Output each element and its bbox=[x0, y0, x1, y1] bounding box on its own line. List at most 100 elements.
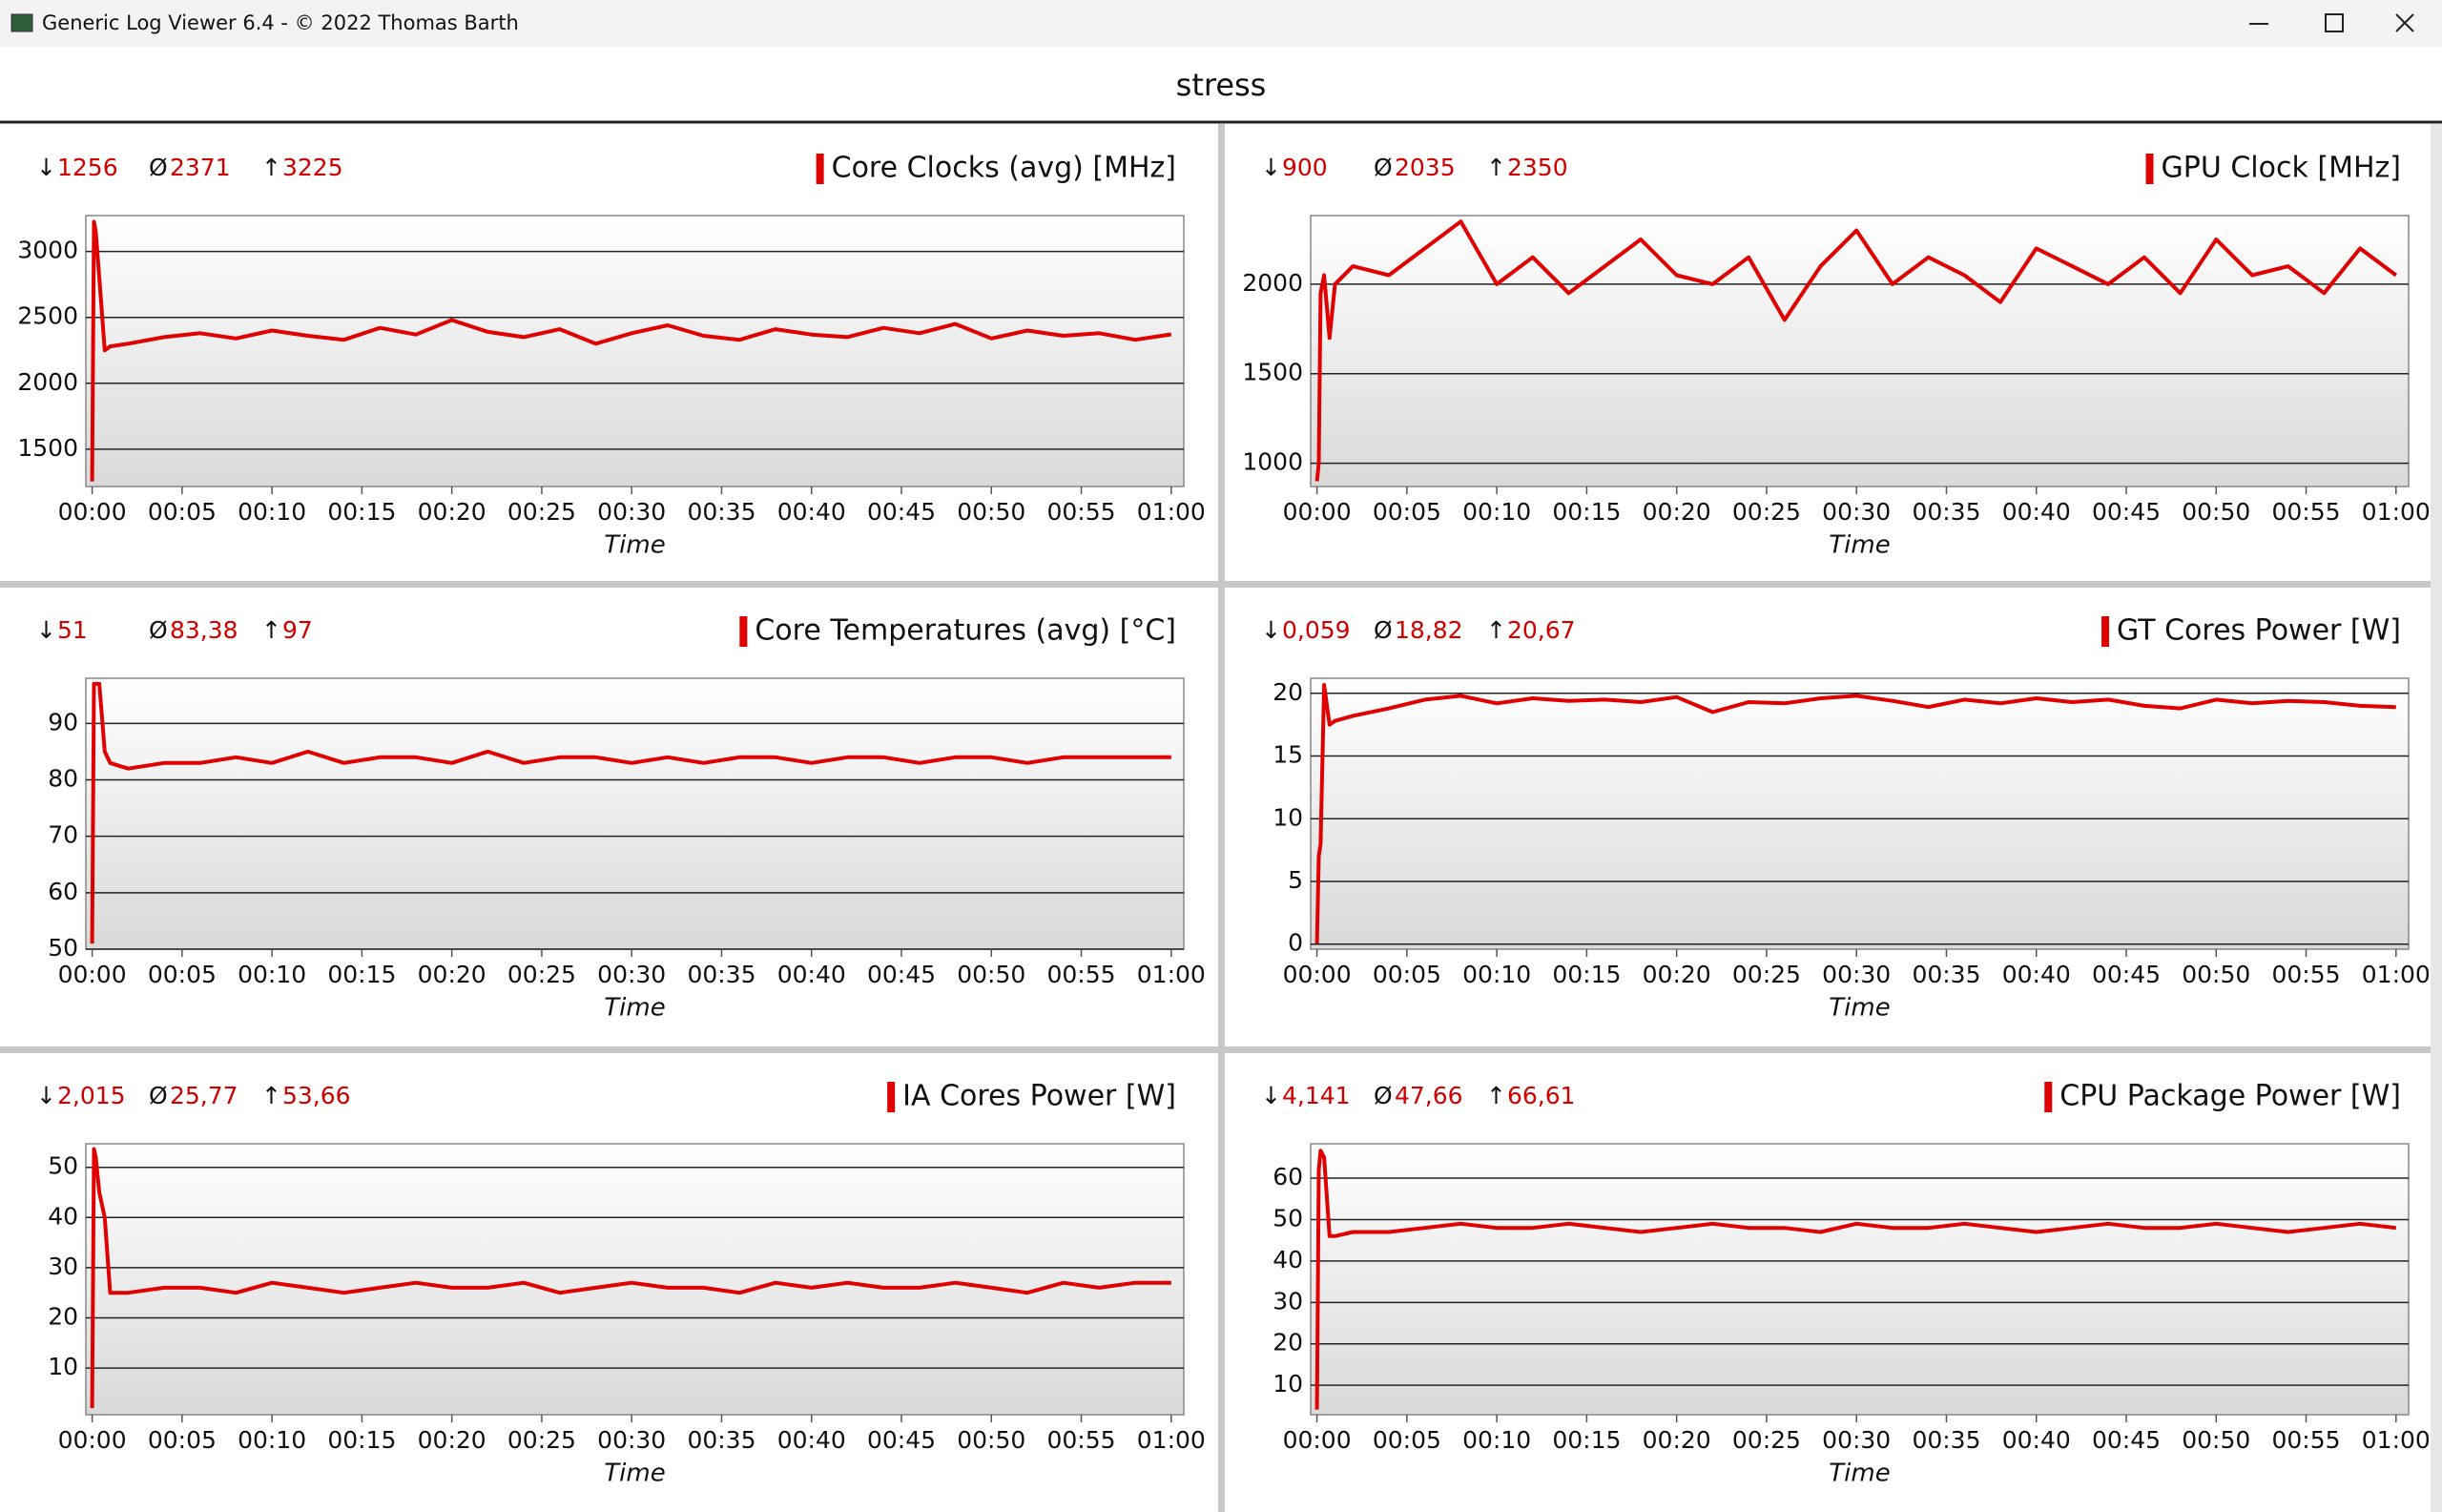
x-tick-label: 00:50 bbox=[957, 961, 1025, 988]
x-tick-label: 00:50 bbox=[2182, 961, 2250, 988]
x-tick-label: 00:05 bbox=[148, 961, 217, 988]
x-tick-label: 00:55 bbox=[1047, 1426, 1116, 1454]
x-tick-label: 01:00 bbox=[2362, 961, 2431, 988]
x-tick-label: 00:20 bbox=[1643, 498, 1711, 526]
data-line bbox=[1314, 683, 2396, 944]
x-tick-label: 00:45 bbox=[2092, 498, 2161, 526]
x-tick-label: 00:30 bbox=[1822, 961, 1891, 988]
close-button[interactable] bbox=[2395, 13, 2414, 32]
x-tick-label: 00:00 bbox=[1283, 961, 1352, 988]
stat-value: 0,059 bbox=[1282, 616, 1351, 644]
stat-value: 1256 bbox=[57, 154, 118, 181]
title-marker bbox=[2101, 616, 2110, 647]
x-tick-label: 00:35 bbox=[1912, 498, 1980, 526]
panel-title: Core Temperatures (avg) [°C] bbox=[755, 614, 1176, 648]
x-tick-label: 00:55 bbox=[1047, 498, 1116, 526]
x-tick-label: 00:45 bbox=[2092, 1426, 2161, 1454]
panel-title: IA Cores Power [W] bbox=[902, 1080, 1176, 1113]
data-line bbox=[1314, 1149, 2397, 1410]
x-tick-label: 00:20 bbox=[418, 1426, 486, 1454]
y-tick-label: 0 bbox=[1288, 929, 1303, 957]
x-tick-label: 00:20 bbox=[418, 498, 486, 526]
stat-value: 900 bbox=[1282, 154, 1328, 181]
panel-title: GT Cores Power [W] bbox=[2117, 614, 2401, 648]
data-line bbox=[1314, 219, 2397, 482]
x-axis-label: Time bbox=[1829, 1460, 1890, 1488]
x-axis-label: Time bbox=[604, 531, 665, 560]
title-marker bbox=[887, 1082, 896, 1112]
panel-title: GPU Clock [MHz] bbox=[2162, 152, 2401, 185]
header-title: stress bbox=[1176, 67, 1267, 103]
x-tick-label: 00:40 bbox=[2002, 1426, 2071, 1454]
plot-area bbox=[85, 215, 1185, 487]
y-tick-label: 5 bbox=[1288, 866, 1303, 894]
y-tick-label: 15 bbox=[1273, 741, 1303, 769]
x-tick-label: 00:00 bbox=[58, 1426, 127, 1454]
y-tick-label: 50 bbox=[1273, 1204, 1303, 1232]
stat-symbol: ↑ bbox=[1486, 1082, 1506, 1109]
x-tick-label: 00:10 bbox=[1462, 961, 1531, 988]
x-tick-label: 00:20 bbox=[1643, 1426, 1711, 1454]
x-tick-label: 00:10 bbox=[1462, 498, 1531, 526]
plot-area bbox=[1310, 677, 2410, 950]
x-axis-label: Time bbox=[1829, 994, 1890, 1023]
y-tick-label: 20 bbox=[1273, 678, 1303, 706]
stat-value: 4,141 bbox=[1282, 1082, 1351, 1109]
stat-symbol: ↓ bbox=[1261, 154, 1281, 181]
title-marker bbox=[2145, 154, 2154, 184]
x-tick-label: 00:05 bbox=[1373, 498, 1441, 526]
y-tick-label: 3000 bbox=[17, 237, 78, 264]
stat-value: 2350 bbox=[1507, 154, 1568, 181]
stat-value: 2035 bbox=[1395, 154, 1456, 181]
x-tick-label: 00:15 bbox=[327, 1426, 396, 1454]
stat-symbol: ↓ bbox=[36, 154, 56, 181]
y-tick-label: 70 bbox=[48, 821, 78, 849]
x-axis-label: Time bbox=[1829, 531, 1890, 560]
x-tick-label: 00:30 bbox=[1822, 498, 1891, 526]
x-tick-label: 00:35 bbox=[1912, 1426, 1980, 1454]
x-tick-label: 00:45 bbox=[2092, 961, 2161, 988]
x-tick-label: 00:15 bbox=[327, 498, 396, 526]
x-tick-label: 00:45 bbox=[867, 498, 936, 526]
y-tick-label: 20 bbox=[1273, 1329, 1303, 1357]
x-tick-label: 00:05 bbox=[148, 1426, 217, 1454]
x-tick-label: 00:35 bbox=[687, 1426, 755, 1454]
row-separator bbox=[0, 1046, 2442, 1053]
x-tick-label: 00:00 bbox=[58, 498, 127, 526]
x-tick-label: 00:15 bbox=[1552, 961, 1621, 988]
panel-title: Core Clocks (avg) [MHz] bbox=[832, 152, 1176, 185]
x-tick-label: 00:30 bbox=[597, 961, 666, 988]
header bbox=[0, 47, 2442, 123]
x-tick-label: 00:30 bbox=[597, 498, 666, 526]
stat-symbol: Ø bbox=[149, 1082, 168, 1109]
x-tick-label: 01:00 bbox=[1137, 1426, 1206, 1454]
stat-value: 2371 bbox=[170, 154, 231, 181]
row-separator bbox=[0, 581, 2442, 588]
x-tick-label: 00:35 bbox=[1912, 961, 1980, 988]
y-tick-label: 60 bbox=[1273, 1163, 1303, 1191]
y-tick-label: 20 bbox=[48, 1302, 78, 1330]
stat-value: 97 bbox=[282, 616, 313, 644]
stat-symbol: ↓ bbox=[1261, 1082, 1281, 1109]
x-tick-label: 00:25 bbox=[507, 1426, 576, 1454]
stat-symbol: ↑ bbox=[261, 616, 281, 644]
stat-value: 25,77 bbox=[170, 1082, 238, 1109]
y-tick-label: 80 bbox=[48, 765, 78, 793]
stat-value: 53,66 bbox=[282, 1082, 351, 1109]
stat-value: 3225 bbox=[282, 154, 343, 181]
plot-area bbox=[1310, 215, 2410, 487]
x-tick-label: 00:55 bbox=[1047, 961, 1116, 988]
x-tick-label: 00:10 bbox=[238, 498, 306, 526]
scrollbar[interactable] bbox=[2431, 124, 2442, 1512]
plot-area bbox=[1310, 1143, 2410, 1416]
x-tick-label: 00:50 bbox=[2182, 498, 2250, 526]
stat-value: 2,015 bbox=[57, 1082, 126, 1109]
stat-symbol: ↑ bbox=[261, 154, 281, 181]
y-tick-label: 40 bbox=[1273, 1246, 1303, 1274]
x-tick-label: 00:55 bbox=[2272, 961, 2341, 988]
x-tick-label: 00:35 bbox=[687, 961, 755, 988]
app-icon bbox=[10, 13, 33, 32]
maximize-button[interactable] bbox=[2325, 13, 2344, 32]
x-tick-label: 00:25 bbox=[1732, 961, 1801, 988]
